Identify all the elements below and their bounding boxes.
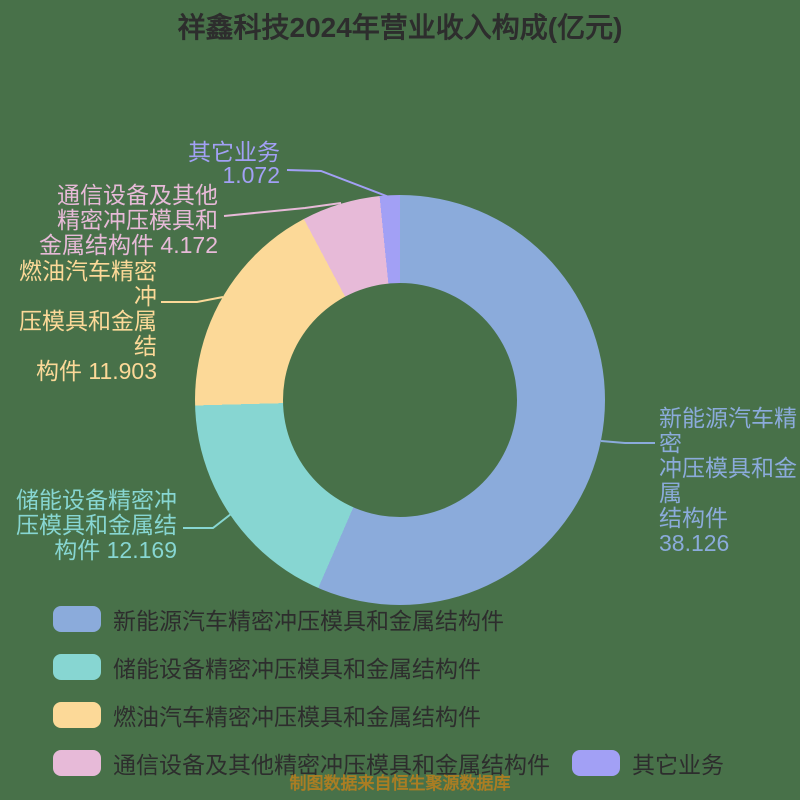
leader-line-other (286, 169, 390, 198)
legend-row-1: 新能源汽车精密冲压模具和金属结构件 (53, 602, 504, 636)
leader-line-storage (183, 513, 232, 529)
legend-row-3: 燃油汽车精密冲压模具和金属结构件 (53, 698, 481, 732)
legend-swatch-new-energy (53, 606, 101, 632)
legend-row-2: 储能设备精密冲压模具和金属结构件 (53, 650, 481, 684)
legend-item-new-energy[interactable]: 新能源汽车精密冲压模具和金属结构件 (53, 602, 504, 636)
legend-item-fuel[interactable]: 燃油汽车精密冲压模具和金属结构件 (53, 698, 481, 732)
legend-swatch-fuel (53, 702, 101, 728)
leader-line-fuel (161, 296, 224, 303)
legend-label-new-energy: 新能源汽车精密冲压模具和金属结构件 (113, 608, 504, 634)
legend-swatch-telecom (53, 750, 101, 776)
legend-label-other: 其它业务 (632, 752, 724, 778)
slice-label-other: 其它业务 1.072 (188, 139, 280, 188)
legend-label-storage: 储能设备精密冲压模具和金属结构件 (113, 656, 481, 682)
legend-label-telecom: 通信设备及其他精密冲压模具和金属结构件 (113, 752, 550, 778)
chart-title: 祥鑫科技2024年营业收入构成(亿元) (177, 12, 623, 43)
donut-hole (283, 283, 517, 517)
legend-row-4: 通信设备及其他精密冲压模具和金属结构件 其它业务 (53, 746, 724, 780)
legend-item-telecom[interactable]: 通信设备及其他精密冲压模具和金属结构件 (53, 746, 550, 780)
data-source-caption: 制图数据来自恒生聚源数据库 (289, 774, 511, 793)
slice-label-fuel: 燃油汽车精密冲 压模具和金属结 构件 11.903 (19, 258, 157, 384)
legend-label-fuel: 燃油汽车精密冲压模具和金属结构件 (113, 704, 481, 730)
leader-line-new-energy (600, 440, 655, 444)
slice-label-telecom: 通信设备及其他 精密冲压模具和 金属结构件 4.172 (39, 182, 218, 258)
legend-swatch-other (572, 750, 620, 776)
legend-item-other[interactable]: 其它业务 (572, 746, 724, 780)
slice-label-new-energy: 新能源汽车精密 冲压模具和金属 结构件 38.126 (659, 405, 797, 556)
slice-label-storage: 储能设备精密冲 压模具和金属结 构件 12.169 (16, 487, 177, 563)
legend-swatch-storage (53, 654, 101, 680)
legend-item-storage[interactable]: 储能设备精密冲压模具和金属结构件 (53, 650, 481, 684)
